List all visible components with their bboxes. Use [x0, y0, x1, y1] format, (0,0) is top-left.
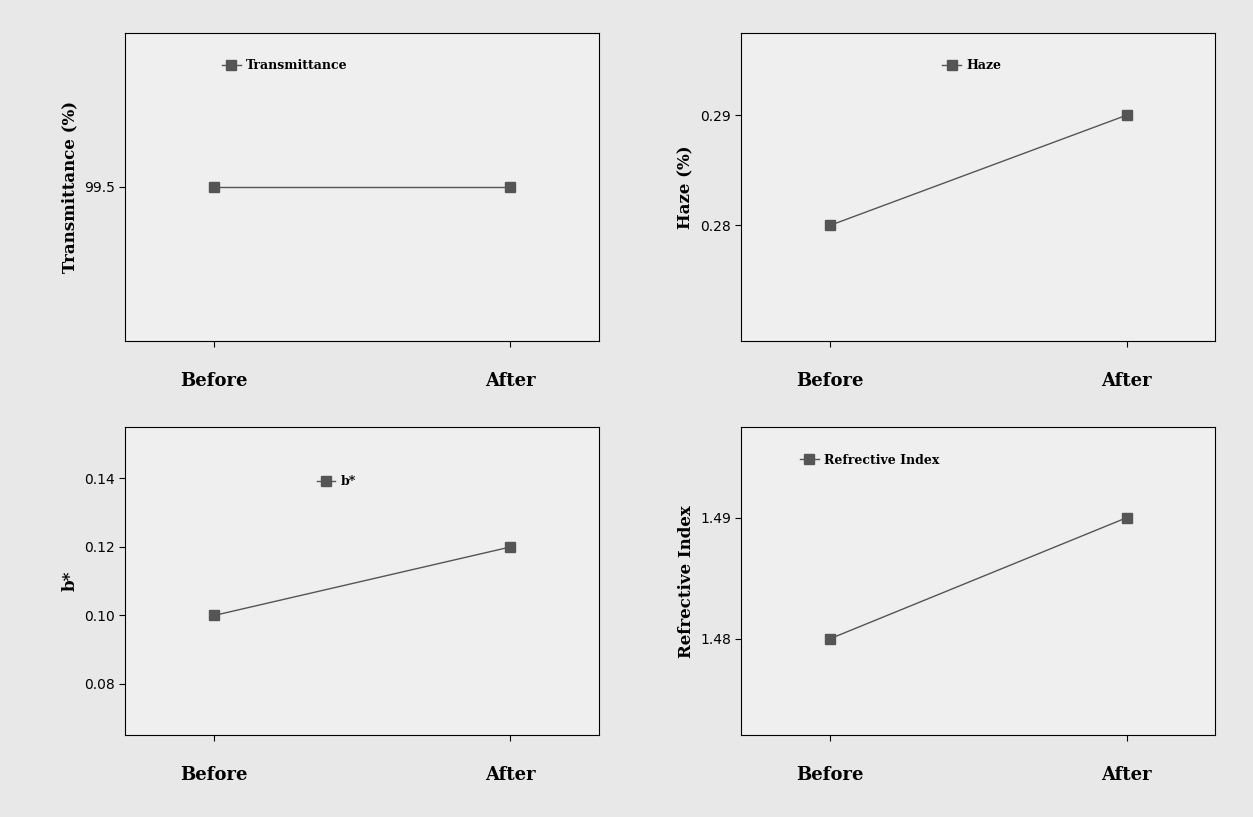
Y-axis label: b*: b*: [61, 571, 79, 592]
Line: Refrective Index: Refrective Index: [826, 513, 1131, 644]
Legend: b*: b*: [312, 471, 361, 493]
Y-axis label: Transmittance (%): Transmittance (%): [61, 100, 79, 273]
Legend: Transmittance: Transmittance: [217, 55, 352, 78]
Haze: [823, 221, 838, 230]
Text: After: After: [1101, 766, 1152, 784]
Y-axis label: Haze (%): Haze (%): [678, 145, 694, 229]
Legend: Refrective Index: Refrective Index: [796, 449, 945, 471]
Text: Before: Before: [797, 766, 865, 784]
Text: Before: Before: [797, 372, 865, 390]
Text: Before: Before: [180, 766, 248, 784]
b*: [207, 610, 222, 620]
Line: Haze: Haze: [826, 110, 1131, 230]
Text: After: After: [485, 372, 536, 390]
Line: b*: b*: [209, 542, 515, 620]
Refrective Index: [1119, 513, 1134, 523]
b*: [502, 542, 517, 551]
Text: Before: Before: [180, 372, 248, 390]
Text: After: After: [1101, 372, 1152, 390]
Text: After: After: [485, 766, 536, 784]
Haze: [1119, 110, 1134, 120]
Y-axis label: Refrective Index: Refrective Index: [678, 505, 694, 658]
Legend: Haze: Haze: [937, 55, 1006, 78]
Transmittance: [502, 182, 517, 192]
Line: Transmittance: Transmittance: [209, 182, 515, 192]
Refrective Index: [823, 634, 838, 644]
Transmittance: [207, 182, 222, 192]
